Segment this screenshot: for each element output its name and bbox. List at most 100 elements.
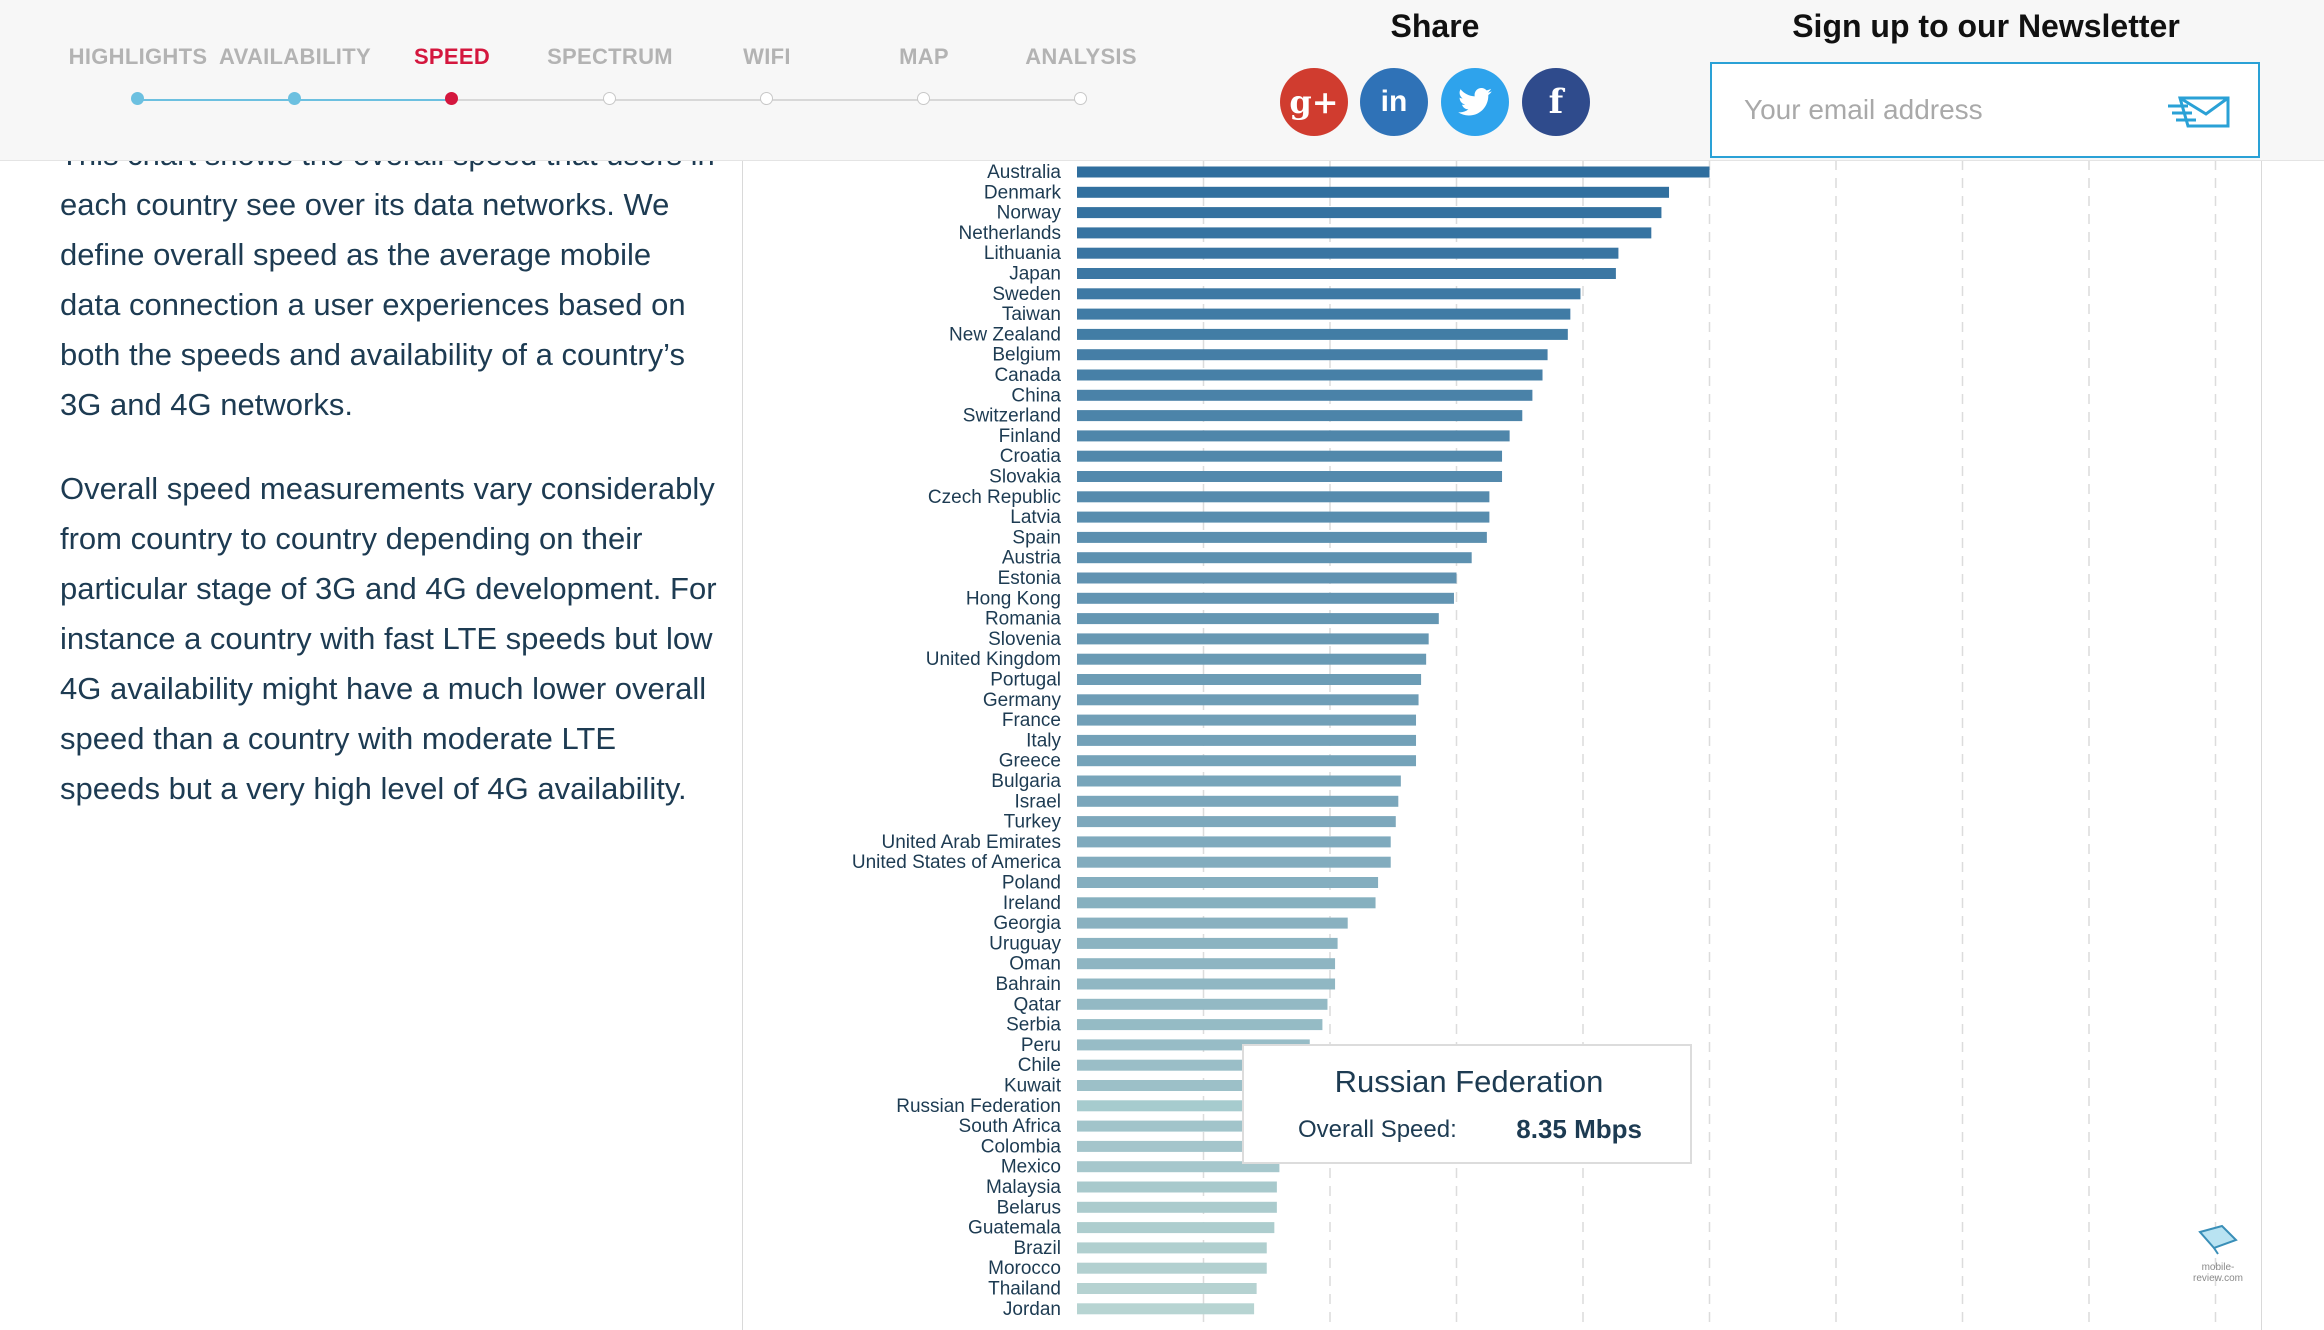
- bar-norway[interactable]: [1077, 207, 1662, 219]
- bar-ireland[interactable]: [1077, 897, 1376, 909]
- nav-dot-analysis[interactable]: [1074, 92, 1087, 105]
- bar-united-arab-emirates[interactable]: [1077, 836, 1391, 848]
- bar-united-states-of-america[interactable]: [1077, 856, 1391, 868]
- bar-malaysia[interactable]: [1077, 1181, 1277, 1193]
- nav-dot-availability[interactable]: [288, 92, 301, 105]
- linkedin-share-button[interactable]: in: [1360, 68, 1428, 136]
- send-envelope-icon[interactable]: [2168, 92, 2232, 130]
- bar-israel[interactable]: [1077, 795, 1399, 807]
- nav-dot-spectrum[interactable]: [603, 92, 616, 105]
- bar-poland[interactable]: [1077, 877, 1379, 888]
- bar-lithuania[interactable]: [1077, 247, 1619, 259]
- bar-morocco[interactable]: [1077, 1262, 1267, 1274]
- bar-greece[interactable]: [1077, 755, 1417, 767]
- bar-slovakia[interactable]: [1077, 471, 1503, 482]
- share-title: Share: [1390, 8, 1480, 44]
- bar-chile[interactable]: [1077, 1059, 1300, 1071]
- category-label: Japan: [1009, 264, 1061, 285]
- bar-thailand[interactable]: [1077, 1283, 1257, 1294]
- category-label: Finland: [999, 426, 1061, 447]
- nav-tab-highlights[interactable]: HIGHLIGHTS: [48, 44, 228, 70]
- category-label: United Kingdom: [926, 649, 1061, 670]
- bar-finland[interactable]: [1077, 430, 1510, 442]
- category-label: Austria: [1002, 548, 1062, 569]
- bar-austria[interactable]: [1077, 552, 1472, 564]
- bar-turkey[interactable]: [1077, 816, 1396, 828]
- bar-belarus[interactable]: [1077, 1201, 1277, 1213]
- bar-kuwait[interactable]: [1077, 1080, 1295, 1091]
- bar-colombia[interactable]: [1077, 1140, 1285, 1152]
- category-label: Turkey: [1004, 812, 1062, 833]
- bar-italy[interactable]: [1077, 734, 1417, 746]
- nav-tab-label: WIFI: [743, 44, 791, 69]
- bar-china[interactable]: [1077, 389, 1533, 401]
- bar-taiwan[interactable]: [1077, 308, 1571, 320]
- category-label: Georgia: [993, 913, 1061, 934]
- category-label: Morocco: [988, 1258, 1061, 1279]
- top-header: HIGHLIGHTS AVAILABILITY SPEED SPECTRUM W…: [0, 0, 2324, 161]
- nav-tab-availability[interactable]: AVAILABILITY: [205, 44, 385, 70]
- linkedin-icon: in: [1380, 85, 1408, 118]
- bar-canada[interactable]: [1077, 369, 1543, 381]
- bar-russian-federation[interactable]: [1077, 1100, 1289, 1112]
- bar-peru[interactable]: [1077, 1039, 1310, 1051]
- bar-australia[interactable]: [1077, 166, 1710, 178]
- category-label: Guatemala: [968, 1218, 1061, 1239]
- bar-uruguay[interactable]: [1077, 937, 1338, 949]
- bar-romania[interactable]: [1077, 613, 1439, 625]
- nav-dot-map[interactable]: [917, 92, 930, 105]
- bar-estonia[interactable]: [1077, 572, 1457, 584]
- category-label: Russian Federation: [896, 1096, 1061, 1117]
- bar-czech-republic[interactable]: [1077, 491, 1490, 503]
- bar-switzerland[interactable]: [1077, 410, 1523, 422]
- nav-tab-spectrum[interactable]: SPECTRUM: [520, 44, 700, 70]
- bar-japan[interactable]: [1077, 268, 1616, 279]
- bar-bulgaria[interactable]: [1077, 775, 1401, 787]
- bar-france[interactable]: [1077, 714, 1417, 726]
- bar-oman[interactable]: [1077, 958, 1336, 970]
- category-label: Mexico: [1001, 1157, 1061, 1178]
- nav-dot-highlights[interactable]: [131, 92, 144, 105]
- bar-brazil[interactable]: [1077, 1242, 1267, 1254]
- category-label: Colombia: [981, 1136, 1062, 1157]
- article-text: This chart shows the overall speed that …: [60, 130, 720, 848]
- bar-germany[interactable]: [1077, 694, 1419, 706]
- category-label: Israel: [1015, 791, 1061, 812]
- bar-belgium[interactable]: [1077, 349, 1548, 361]
- nav-dot-speed[interactable]: [445, 92, 458, 105]
- facebook-share-button[interactable]: f: [1522, 68, 1590, 136]
- bar-united-kingdom[interactable]: [1077, 653, 1427, 665]
- bar-spain[interactable]: [1077, 531, 1487, 543]
- category-label: France: [1002, 710, 1061, 731]
- nav-tab-map[interactable]: MAP: [834, 44, 1014, 70]
- nav-tab-wifi[interactable]: WIFI: [677, 44, 857, 70]
- bar-qatar[interactable]: [1077, 998, 1328, 1010]
- bar-hong-kong[interactable]: [1077, 592, 1454, 604]
- bar-new-zealand[interactable]: [1077, 328, 1568, 340]
- category-label: United States of America: [852, 852, 1062, 873]
- bar-sweden[interactable]: [1077, 288, 1581, 300]
- bar-denmark[interactable]: [1077, 186, 1670, 198]
- category-label: Sweden: [992, 284, 1061, 305]
- email-field[interactable]: [1742, 86, 2166, 134]
- nav-tab-speed[interactable]: SPEED: [362, 44, 542, 70]
- nav-tab-analysis[interactable]: ANALYSIS: [991, 44, 1171, 70]
- bar-croatia[interactable]: [1077, 450, 1503, 462]
- twitter-share-button[interactable]: [1441, 68, 1509, 136]
- bar-georgia[interactable]: [1077, 917, 1348, 929]
- bar-south-africa[interactable]: [1077, 1120, 1287, 1132]
- bar-latvia[interactable]: [1077, 511, 1490, 523]
- nav-tab-label: AVAILABILITY: [219, 44, 371, 69]
- bar-jordan[interactable]: [1077, 1303, 1255, 1315]
- bar-guatemala[interactable]: [1077, 1222, 1275, 1234]
- bar-portugal[interactable]: [1077, 674, 1422, 685]
- bar-slovenia[interactable]: [1077, 633, 1429, 645]
- nav-dot-wifi[interactable]: [760, 92, 773, 105]
- google-plus-icon: g+: [1289, 83, 1339, 121]
- bar-mexico[interactable]: [1077, 1161, 1280, 1173]
- google-plus-share-button[interactable]: g+: [1280, 68, 1348, 136]
- bar-netherlands[interactable]: [1077, 227, 1652, 239]
- bar-bahrain[interactable]: [1077, 978, 1336, 990]
- bar-serbia[interactable]: [1077, 1019, 1323, 1031]
- category-label: Taiwan: [1002, 304, 1061, 325]
